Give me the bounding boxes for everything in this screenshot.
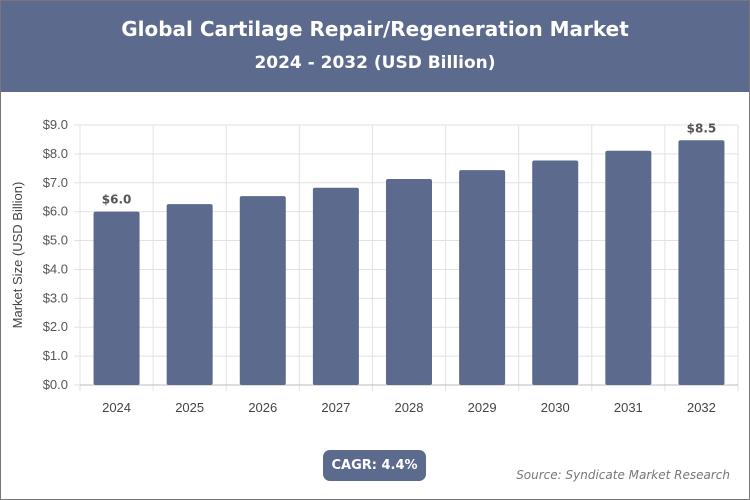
- cagr-badge: CAGR: 4.4%: [323, 450, 426, 481]
- x-tick-label: 2032: [687, 400, 716, 415]
- bar-2026: [239, 196, 286, 385]
- y-tick-label: $6.0: [43, 204, 68, 219]
- source-text: Source: Syndicate Market Research: [516, 468, 730, 482]
- bar-2032: [678, 140, 725, 385]
- y-tick-label: $1.0: [43, 348, 68, 363]
- bar-2028: [386, 179, 432, 385]
- y-tick-label: $4.0: [43, 261, 68, 276]
- x-tick-label: 2030: [541, 400, 570, 415]
- bar-2030: [532, 160, 579, 385]
- y-tick-label: $8.0: [43, 146, 68, 161]
- y-tick-label: $2.0: [43, 319, 68, 334]
- bar-2025: [166, 204, 213, 385]
- bar-2029: [459, 170, 506, 385]
- x-tick-label: 2029: [468, 400, 497, 415]
- y-tick-label: $5.0: [43, 233, 68, 248]
- y-tick-label: $7.0: [43, 175, 68, 190]
- x-tick-label: 2024: [102, 400, 131, 415]
- y-axis-title: Market Size (USD Billion): [10, 182, 25, 329]
- x-tick-label: 2028: [395, 400, 424, 415]
- bar-2031: [605, 150, 652, 385]
- data-label: $6.0: [102, 193, 132, 207]
- bar-2027: [312, 187, 359, 385]
- chart-title: Global Cartilage Repair/Regeneration Mar…: [121, 17, 629, 41]
- y-tick-label: $9.0: [43, 117, 68, 132]
- x-tick-label: 2026: [248, 400, 277, 415]
- chart-subtitle: 2024 - 2032 (USD Billion): [254, 53, 496, 73]
- x-tick-label: 2031: [614, 400, 643, 415]
- y-tick-label: $3.0: [43, 290, 68, 305]
- y-tick-label: $0.0: [43, 377, 68, 392]
- data-label: $8.5: [687, 121, 717, 135]
- x-tick-label: 2027: [321, 400, 350, 415]
- x-tick-label: 2025: [175, 400, 204, 415]
- chart-header: Global Cartilage Repair/Regeneration Mar…: [1, 1, 749, 92]
- bar-2024: [93, 211, 140, 385]
